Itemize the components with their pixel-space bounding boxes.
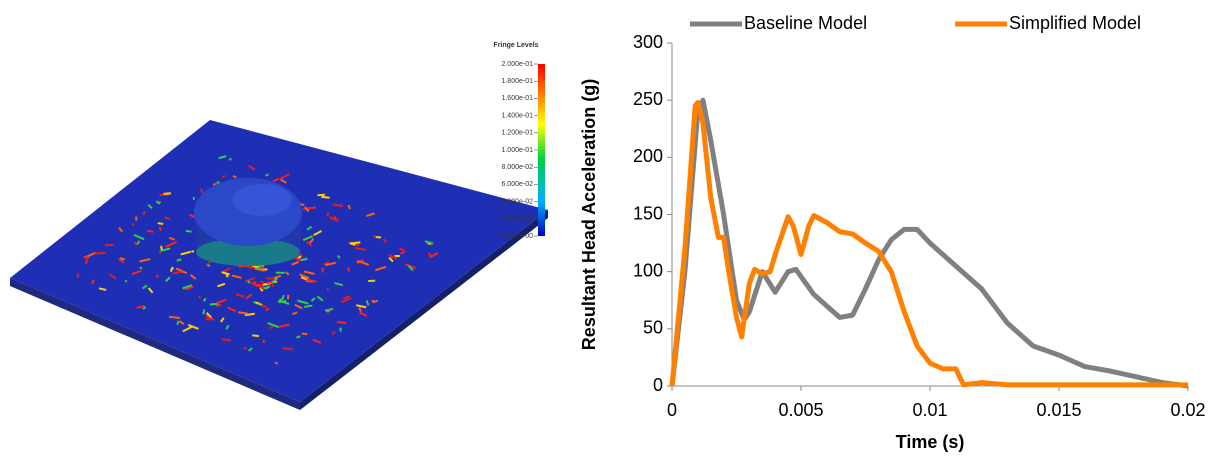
- streak: [252, 335, 259, 336]
- fringe-level: 0.000e+00: [500, 233, 533, 240]
- streak: [357, 261, 361, 262]
- x-tick-label: 0.005: [778, 400, 823, 420]
- simulation-render: [10, 120, 548, 410]
- streak: [133, 224, 134, 226]
- x-tick-label: 0.015: [1036, 400, 1081, 420]
- streak: [308, 208, 316, 209]
- streak: [263, 340, 264, 343]
- streak: [160, 227, 161, 231]
- streak: [95, 253, 106, 254]
- streak: [222, 176, 224, 178]
- streak: [222, 339, 231, 340]
- streak: [337, 322, 346, 323]
- fringe-level: 1.000e-01: [501, 147, 533, 154]
- streak: [327, 289, 328, 291]
- streak: [159, 252, 160, 253]
- streak: [350, 242, 360, 243]
- streak: [169, 317, 180, 318]
- streak: [327, 213, 328, 217]
- streak: [296, 336, 300, 337]
- legend-label: Baseline Model: [744, 13, 867, 33]
- series-line: [672, 100, 1188, 386]
- fringe-level: 2.000e-02: [501, 216, 533, 223]
- streak: [302, 334, 308, 335]
- fringe-level: 2.000e-01: [501, 61, 533, 68]
- fringe-level: 8.000e-02: [501, 164, 533, 171]
- x-tick-label: 0: [667, 400, 677, 420]
- streak: [349, 205, 350, 209]
- line-chart: 0 50 100 150 200 250 300 0 0.005 0.01 0.015 0.02 Tim…: [579, 13, 1206, 452]
- x-tick-label: 0.02: [1170, 400, 1205, 420]
- fringe-title: Fringe Levels: [493, 42, 538, 49]
- y-tick-label: 300: [633, 32, 663, 52]
- legend-label: Simplified Model: [1009, 13, 1141, 33]
- streak: [270, 327, 273, 328]
- y-tick-label: 150: [633, 203, 663, 223]
- y-tick-label: 0: [653, 375, 663, 395]
- streak: [400, 252, 404, 253]
- x-tick-label: 0.01: [912, 400, 947, 420]
- streak: [216, 305, 221, 306]
- streak: [140, 267, 141, 269]
- streak: [177, 259, 181, 260]
- streak: [238, 312, 247, 313]
- fringe-level: 1.600e-01: [501, 95, 533, 102]
- streak: [233, 176, 236, 178]
- streak: [158, 223, 163, 224]
- streak: [182, 270, 183, 271]
- y-axis-title: Resultant Head Acceleration (g): [579, 79, 599, 350]
- x-axis-title: Time (s): [896, 432, 965, 452]
- y-tick-label: 50: [643, 318, 663, 338]
- fringe-level: 4.000e-02: [501, 198, 533, 205]
- fringe-level: 1.400e-01: [501, 112, 533, 119]
- streak: [245, 347, 246, 349]
- streak: [92, 280, 94, 284]
- dome-highlight: [232, 184, 292, 216]
- streak: [120, 258, 125, 259]
- streak: [186, 231, 192, 232]
- y-tick-label: 250: [633, 89, 663, 109]
- streak: [203, 310, 204, 315]
- fringe-level: 6.000e-02: [501, 181, 533, 188]
- streak: [229, 158, 231, 160]
- streak: [143, 211, 144, 215]
- y-tick-label: 200: [633, 146, 663, 166]
- fringe-level: 1.200e-01: [501, 130, 533, 137]
- streak: [210, 304, 218, 305]
- fringe-level: 1.800e-01: [501, 78, 533, 85]
- streak: [161, 246, 162, 250]
- streak: [282, 348, 293, 349]
- streak: [147, 231, 153, 232]
- streak: [157, 275, 159, 277]
- streak: [163, 193, 171, 194]
- streak: [248, 281, 250, 283]
- streak: [125, 281, 127, 282]
- streak: [321, 197, 329, 198]
- streak: [86, 259, 87, 264]
- streak: [177, 321, 178, 325]
- y-tick-label: 100: [633, 260, 663, 280]
- fringe-bar: [538, 64, 545, 236]
